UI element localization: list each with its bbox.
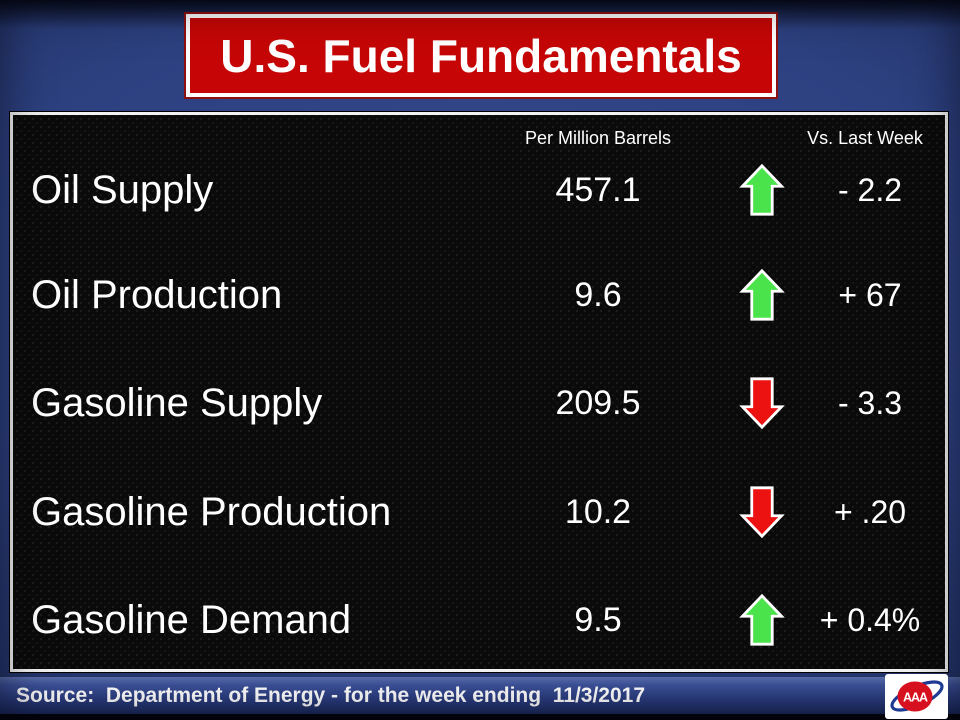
row-label: Gasoline Demand xyxy=(31,597,352,642)
page-title: U.S. Fuel Fundamentals xyxy=(220,29,742,82)
row-label: Oil Production xyxy=(31,272,283,317)
trend-up-arrow-icon xyxy=(739,160,785,220)
column-header-per-million-barrels: Per Million Barrels xyxy=(524,127,672,148)
row-label: Oil Supply xyxy=(31,167,214,212)
row-change: + 0.4% xyxy=(819,601,921,638)
trend-down-arrow-icon xyxy=(739,373,785,433)
trend-down-arrow-icon xyxy=(739,482,785,542)
row-label: Gasoline Supply xyxy=(31,380,323,425)
aaa-logo: AAA xyxy=(885,674,948,719)
title-banner: U.S. Fuel Fundamentals xyxy=(186,14,776,97)
row-change: - 3.3 xyxy=(837,384,903,421)
table-row-gasoline-supply: Gasoline Supply 209.5 - 3.3 xyxy=(13,373,945,433)
row-value: 209.5 xyxy=(555,383,641,422)
svg-text:AAA: AAA xyxy=(903,691,928,705)
footer-bar: Source: Department of Energy - for the w… xyxy=(0,677,960,714)
row-value: 457.1 xyxy=(555,170,641,209)
aaa-logo-icon: AAA xyxy=(890,680,944,712)
row-label: Gasoline Production xyxy=(31,489,392,534)
row-value: 10.2 xyxy=(564,492,632,531)
row-change: + 67 xyxy=(838,276,902,313)
column-header-vs-last-week: Vs. Last Week xyxy=(807,127,923,148)
fuel-fundamentals-table: Per Million Barrels Vs. Last Week Oil Su… xyxy=(10,112,948,672)
row-change: + .20 xyxy=(833,493,907,530)
bottom-edge-bar xyxy=(0,714,960,720)
table-row-gasoline-demand: Gasoline Demand 9.5 + 0.4% xyxy=(13,590,945,650)
table-row-oil-supply: Oil Supply 457.1 - 2.2 xyxy=(13,160,945,220)
row-value: 9.5 xyxy=(574,600,622,639)
row-value: 9.6 xyxy=(574,275,622,314)
table-row-gasoline-production: Gasoline Production 10.2 + .20 xyxy=(13,482,945,542)
row-change: - 2.2 xyxy=(837,171,903,208)
trend-up-arrow-icon xyxy=(739,265,785,325)
source-text: Source: Department of Energy - for the w… xyxy=(16,683,646,707)
trend-up-arrow-icon xyxy=(739,590,785,650)
table-row-oil-production: Oil Production 9.6 + 67 xyxy=(13,265,945,325)
